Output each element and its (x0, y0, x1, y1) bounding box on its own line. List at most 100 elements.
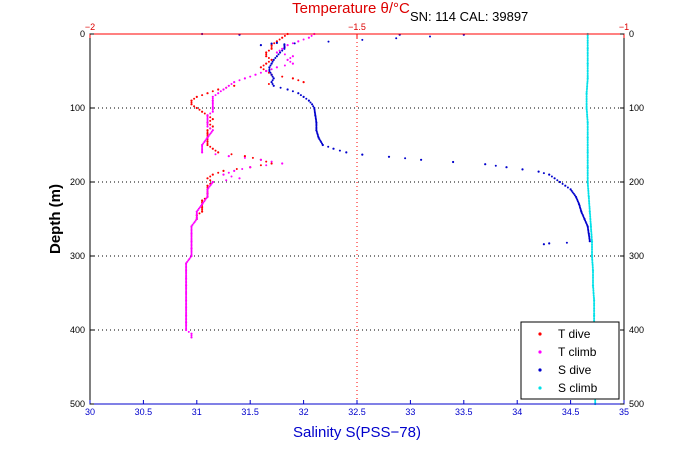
data-point-t-dive (270, 46, 273, 48)
data-point-t-dive (209, 116, 212, 119)
data-point-s-climb (593, 319, 596, 322)
data-point-s-dive (283, 44, 286, 47)
data-point-t-climb (185, 324, 188, 327)
data-point-t-climb (185, 306, 188, 309)
data-point-s-dive (550, 175, 553, 178)
data-point-s-climb (586, 151, 589, 154)
data-point-s-climb (586, 111, 588, 114)
data-point-s-climb (586, 179, 589, 182)
x-tick-label: 31.5 (241, 407, 259, 417)
data-point-s-dive (521, 168, 524, 171)
data-point-s-climb (586, 162, 589, 165)
data-point-t-climb (307, 36, 310, 39)
data-point-t-dive (211, 125, 214, 128)
legend-label-s-climb: S climb (558, 381, 598, 395)
data-point-s-climb (586, 56, 589, 58)
data-point-s-dive (588, 240, 591, 243)
data-point-s-dive (361, 38, 364, 41)
data-point-s-climb (591, 264, 594, 267)
data-point-s-dive (332, 147, 335, 150)
data-point-t-climb (310, 34, 313, 37)
data-point-s-dive (311, 103, 314, 106)
data-point-t-climb (185, 312, 188, 315)
data-point-t-climb (185, 275, 188, 278)
data-point-t-climb (227, 155, 230, 158)
data-point-t-climb (243, 77, 246, 80)
data-point-s-climb (592, 289, 595, 292)
data-point-t-climb (201, 143, 204, 147)
data-point-s-climb (586, 133, 589, 136)
data-point-t-climb (208, 133, 211, 136)
data-point-s-dive (558, 180, 562, 184)
data-point-s-dive (404, 157, 407, 160)
data-point-t-climb (190, 244, 193, 247)
data-point-t-dive (209, 119, 212, 122)
data-point-s-climb (593, 299, 596, 302)
data-point-s-climb (590, 238, 593, 241)
y-tick-label-right: 400 (629, 325, 644, 335)
data-point-s-climb (592, 274, 594, 277)
data-point-t-climb (265, 69, 268, 73)
data-point-t-climb (189, 256, 192, 259)
data-point-t-climb (204, 198, 207, 201)
data-point-s-climb (586, 113, 589, 116)
data-point-s-climb (586, 146, 589, 149)
data-point-t-climb (211, 106, 214, 110)
y-tick-label-left: 400 (70, 325, 85, 335)
data-point-t-climb (185, 291, 188, 295)
data-point-t-climb (185, 300, 188, 303)
data-point-s-climb (591, 259, 594, 262)
data-point-s-climb (586, 118, 589, 121)
data-point-s-climb (585, 88, 588, 91)
data-point-s-climb (590, 230, 593, 233)
data-point-t-dive (281, 36, 284, 39)
data-point-t-dive (267, 83, 270, 85)
data-point-t-climb (190, 240, 193, 243)
data-point-s-climb (585, 103, 588, 106)
data-point-s-climb (586, 82, 589, 85)
data-point-t-dive (265, 55, 268, 58)
data-point-s-dive (318, 138, 321, 141)
data-point-s-climb (586, 80, 589, 83)
data-point-t-climb (209, 127, 212, 130)
data-point-t-climb (205, 197, 208, 200)
data-point-t-dive (201, 94, 204, 97)
data-point-t-dive (251, 156, 254, 159)
top-tick-label: −1.5 (348, 22, 366, 32)
data-point-s-dive (315, 127, 318, 130)
data-point-t-climb (275, 51, 278, 54)
data-point-s-dive (587, 229, 590, 232)
data-point-s-climb (594, 399, 597, 402)
data-point-s-dive (305, 97, 308, 100)
data-point-s-climb (589, 215, 592, 218)
data-point-s-climb (591, 256, 594, 259)
data-point-s-climb (586, 131, 589, 134)
legend-marker-t-dive (538, 332, 542, 336)
data-point-s-climb (586, 125, 589, 128)
data-point-t-climb (206, 115, 209, 118)
data-point-s-climb (585, 90, 588, 93)
data-point-s-climb (591, 250, 593, 253)
data-point-s-climb (586, 52, 589, 55)
data-point-t-climb (185, 317, 188, 320)
data-point-t-dive (201, 206, 204, 209)
data-point-s-climb (586, 54, 589, 57)
data-point-t-climb (185, 278, 188, 281)
data-point-t-dive (265, 160, 268, 163)
data-point-s-climb (593, 309, 596, 312)
data-point-s-climb (586, 36, 589, 39)
data-point-s-climb (591, 248, 593, 251)
data-point-t-climb (211, 102, 214, 105)
data-point-s-climb (585, 92, 588, 95)
data-point-t-climb (206, 125, 209, 128)
data-point-s-dive (564, 184, 567, 187)
data-point-t-climb (185, 289, 188, 291)
data-point-t-dive (206, 132, 209, 135)
data-point-s-climb (586, 47, 589, 50)
data-point-t-climb (185, 290, 188, 293)
data-point-t-climb (283, 64, 286, 67)
data-point-s-climb (592, 273, 594, 276)
data-point-t-climb (185, 272, 188, 275)
data-point-t-climb (206, 118, 209, 121)
